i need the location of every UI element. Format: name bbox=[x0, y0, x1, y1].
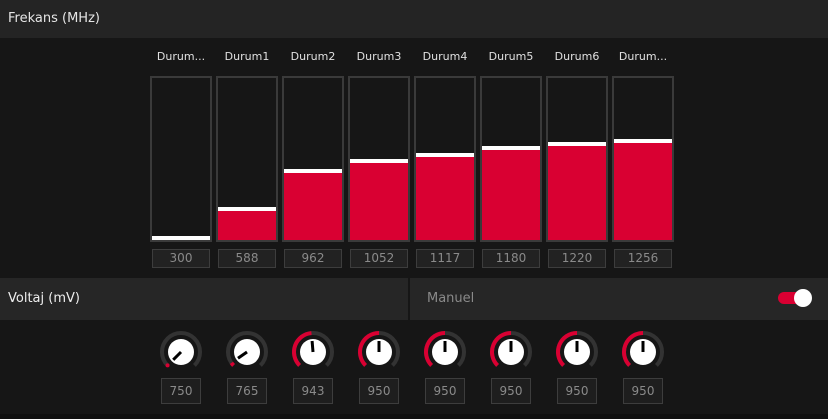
voltage-knob-group: 950 bbox=[621, 330, 665, 404]
frequency-header: Frekans (MHz) bbox=[0, 0, 828, 38]
knob-pointer bbox=[237, 350, 248, 360]
frequency-state: Durum6 1220 bbox=[546, 50, 608, 268]
state-label: Durum4 bbox=[422, 50, 468, 63]
voltage-value[interactable]: 950 bbox=[425, 378, 465, 404]
voltage-knob-group: 950 bbox=[555, 330, 599, 404]
manual-toggle[interactable] bbox=[778, 289, 812, 307]
frequency-fill[interactable] bbox=[350, 159, 408, 240]
frequency-state: Durum... 1256 bbox=[612, 50, 674, 268]
voltage-knob[interactable] bbox=[357, 330, 401, 374]
voltage-knob[interactable] bbox=[621, 330, 665, 374]
frequency-slider[interactable] bbox=[282, 76, 344, 242]
frequency-value[interactable]: 1256 bbox=[614, 249, 672, 268]
voltage-value[interactable]: 943 bbox=[293, 378, 333, 404]
knob-level-arc bbox=[229, 361, 236, 367]
frequency-value[interactable]: 1052 bbox=[350, 249, 408, 268]
toggle-thumb bbox=[794, 289, 812, 307]
state-label: Durum... bbox=[618, 50, 668, 63]
frequency-state: Durum... 300 bbox=[150, 50, 212, 268]
frequency-value[interactable]: 1220 bbox=[548, 249, 606, 268]
frequency-slider[interactable] bbox=[546, 76, 608, 242]
knob-track bbox=[226, 331, 268, 367]
frequency-fill[interactable] bbox=[548, 142, 606, 240]
frequency-value[interactable]: 1180 bbox=[482, 249, 540, 268]
voltage-value[interactable]: 950 bbox=[491, 378, 531, 404]
frequency-slider[interactable] bbox=[480, 76, 542, 242]
knob-level-arc bbox=[292, 331, 312, 367]
frequency-state: Durum3 1052 bbox=[348, 50, 410, 268]
state-label: Durum... bbox=[156, 50, 206, 63]
divider bbox=[0, 414, 828, 419]
frequency-state: Durum1 588 bbox=[216, 50, 278, 268]
frequency-value[interactable]: 588 bbox=[218, 249, 276, 268]
knob-level-arc bbox=[490, 331, 512, 367]
voltage-value[interactable]: 950 bbox=[623, 378, 663, 404]
knob-level-arc bbox=[358, 331, 380, 367]
voltage-knob[interactable] bbox=[159, 330, 203, 374]
frequency-value[interactable]: 300 bbox=[152, 249, 210, 268]
frequency-fill[interactable] bbox=[284, 169, 342, 240]
voltage-knob[interactable] bbox=[225, 330, 269, 374]
voltage-knob[interactable] bbox=[489, 330, 533, 374]
voltage-knob-group: 950 bbox=[423, 330, 467, 404]
voltage-mode-label: Manuel bbox=[427, 291, 475, 306]
state-label: Durum3 bbox=[356, 50, 402, 63]
frequency-fill[interactable] bbox=[218, 207, 276, 240]
knob-level-arc bbox=[556, 331, 578, 367]
voltage-value[interactable]: 765 bbox=[227, 378, 267, 404]
frequency-slider[interactable] bbox=[216, 76, 278, 242]
frequency-state: Durum4 1117 bbox=[414, 50, 476, 268]
frequency-fill[interactable] bbox=[614, 139, 672, 240]
frequency-fill[interactable] bbox=[152, 236, 210, 240]
voltage-value[interactable]: 950 bbox=[359, 378, 399, 404]
state-label: Durum2 bbox=[290, 50, 336, 63]
knob-level-arc bbox=[622, 331, 644, 367]
frequency-value[interactable]: 962 bbox=[284, 249, 342, 268]
frequency-slider[interactable] bbox=[414, 76, 476, 242]
frequency-state: Durum2 962 bbox=[282, 50, 344, 268]
frequency-state: Durum5 1180 bbox=[480, 50, 542, 268]
voltage-header: Voltaj (mV) bbox=[0, 278, 408, 320]
knob-level-dot bbox=[165, 363, 170, 368]
voltage-knob-group: 750 bbox=[159, 330, 203, 404]
frequency-slider[interactable] bbox=[612, 76, 674, 242]
voltage-knob-group: 765 bbox=[225, 330, 269, 404]
knob-pointer bbox=[310, 340, 315, 353]
frequency-value[interactable]: 1117 bbox=[416, 249, 474, 268]
knob-level-arc bbox=[424, 331, 446, 367]
voltage-knob[interactable] bbox=[555, 330, 599, 374]
knob-pointer bbox=[172, 350, 183, 361]
voltage-mode-bar: Manuel bbox=[410, 278, 828, 320]
state-label: Durum6 bbox=[554, 50, 600, 63]
frequency-fill[interactable] bbox=[416, 153, 474, 240]
frequency-slider[interactable] bbox=[348, 76, 410, 242]
knob-track bbox=[160, 331, 202, 367]
state-label: Durum1 bbox=[224, 50, 270, 63]
voltage-knob-group: 950 bbox=[357, 330, 401, 404]
voltage-title: Voltaj (mV) bbox=[8, 291, 80, 306]
voltage-knob[interactable] bbox=[423, 330, 467, 374]
voltage-knob-group: 950 bbox=[489, 330, 533, 404]
frequency-title: Frekans (MHz) bbox=[8, 11, 100, 26]
frequency-slider[interactable] bbox=[150, 76, 212, 242]
voltage-knob[interactable] bbox=[291, 330, 335, 374]
frequency-fill[interactable] bbox=[482, 146, 540, 240]
voltage-value[interactable]: 950 bbox=[557, 378, 597, 404]
state-label: Durum5 bbox=[488, 50, 534, 63]
voltage-value[interactable]: 750 bbox=[161, 378, 201, 404]
voltage-knob-group: 943 bbox=[291, 330, 335, 404]
